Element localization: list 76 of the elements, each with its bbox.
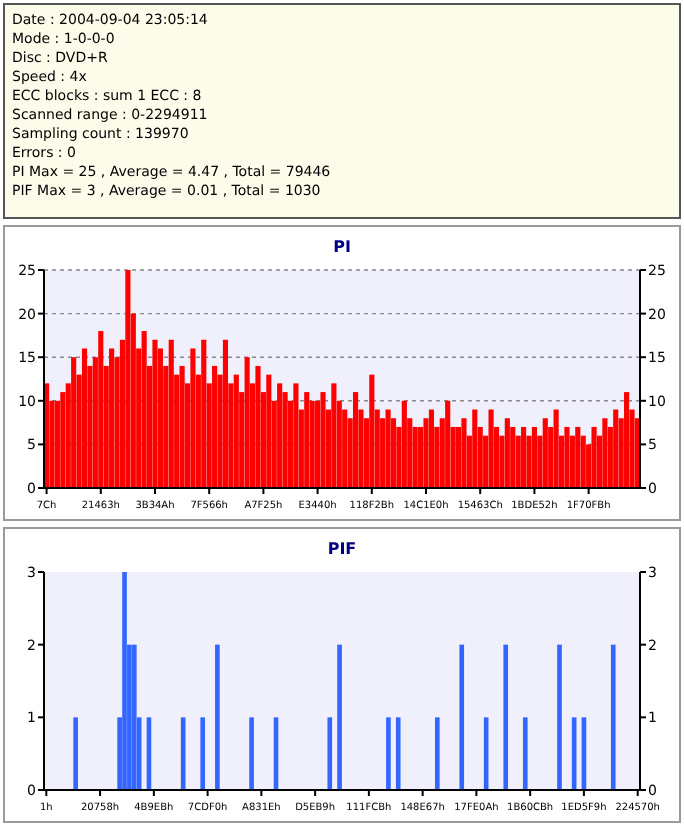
- bar: [331, 383, 337, 488]
- bar: [71, 357, 77, 488]
- bar: [293, 383, 299, 488]
- bar: [412, 426, 418, 488]
- bar: [200, 717, 206, 790]
- bar: [201, 339, 207, 488]
- bar: [461, 418, 467, 488]
- bar: [515, 435, 521, 488]
- bar: [122, 572, 127, 790]
- bar: [624, 392, 630, 488]
- bar: [54, 400, 60, 488]
- bar: [423, 418, 429, 488]
- bar: [212, 365, 218, 488]
- bar: [553, 409, 559, 488]
- bar: [73, 717, 78, 790]
- bar: [557, 644, 562, 790]
- bar: [385, 409, 391, 488]
- bar: [613, 409, 619, 488]
- bar: [602, 418, 608, 488]
- bar: [472, 409, 478, 488]
- bar: [141, 331, 147, 488]
- bar: [320, 392, 326, 488]
- bar: [327, 717, 333, 790]
- bar: [152, 339, 158, 488]
- bar: [401, 400, 407, 488]
- bar: [522, 717, 528, 790]
- bar: [521, 426, 527, 488]
- bar: [504, 418, 510, 488]
- bar: [244, 357, 250, 488]
- bar: [455, 426, 462, 488]
- bar: [488, 409, 494, 488]
- bar: [369, 374, 375, 488]
- bar: [190, 348, 196, 488]
- bar: [157, 348, 163, 488]
- bar: [337, 644, 342, 790]
- bar: [564, 426, 570, 488]
- bar: [510, 426, 516, 488]
- bar: [575, 426, 581, 488]
- bar: [309, 400, 315, 488]
- bar: [591, 426, 597, 488]
- bar: [418, 426, 424, 488]
- bar: [434, 717, 440, 790]
- bar: [249, 717, 254, 790]
- bar: [315, 400, 321, 488]
- bar: [531, 426, 538, 488]
- bar: [542, 418, 548, 488]
- bar: [266, 374, 272, 488]
- bar: [98, 331, 104, 488]
- bar: [395, 717, 401, 790]
- bar: [445, 400, 451, 488]
- bar: [526, 435, 532, 488]
- bar: [569, 435, 575, 488]
- bar: [81, 348, 88, 488]
- bar: [233, 374, 239, 488]
- bar: [380, 418, 386, 488]
- bar: [304, 392, 310, 488]
- chart-title: PIF: [327, 540, 357, 558]
- bar: [503, 644, 509, 790]
- bar: [109, 348, 115, 488]
- bar: [352, 392, 359, 488]
- bar: [222, 339, 229, 488]
- bar: [610, 644, 616, 790]
- bar: [342, 409, 348, 488]
- bar: [179, 365, 185, 488]
- bar: [386, 717, 391, 790]
- chart-title: PI: [333, 238, 351, 256]
- bar: [390, 418, 397, 488]
- bar: [255, 365, 261, 488]
- bar: [277, 383, 283, 488]
- bar: [125, 270, 131, 488]
- bar: [428, 409, 435, 488]
- bar: [131, 644, 137, 790]
- bar: [215, 644, 220, 790]
- bar: [168, 339, 174, 488]
- bar: [580, 435, 586, 488]
- bar: [459, 644, 465, 790]
